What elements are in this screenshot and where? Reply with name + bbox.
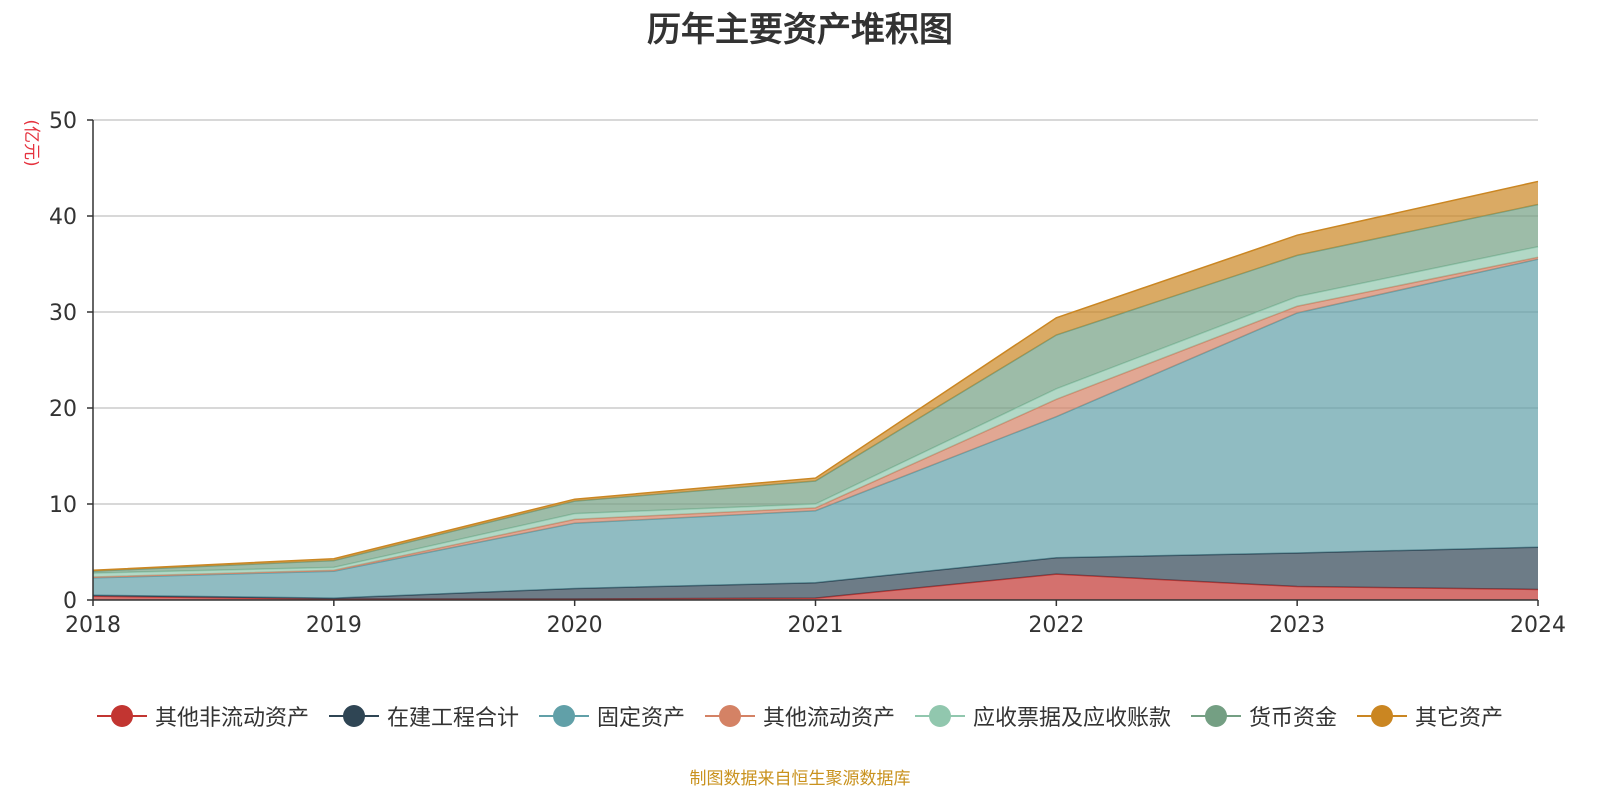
x-tick-label: 2021 — [788, 613, 844, 638]
x-tick-label: 2022 — [1028, 613, 1084, 638]
legend-label: 在建工程合计 — [386, 706, 519, 731]
axes: 0 10 20 30 40 50 2018 2019 2020 2021 2022 2023 2024 — [49, 109, 1566, 638]
x-tick-label: 2024 — [1510, 613, 1566, 638]
legend-marker-icon — [704, 704, 755, 728]
area-series-2 — [93, 547, 1538, 600]
x-tick-label: 2019 — [306, 613, 362, 638]
source-note: 制图数据来自恒生聚源数据库 — [689, 769, 911, 789]
y-axis-unit-label: (亿元) — [21, 119, 41, 166]
area-series-5 — [93, 246, 1538, 577]
legend-item-7[interactable]: 其它资产 — [1357, 700, 1503, 732]
x-tick-label: 2020 — [547, 613, 603, 638]
legend-label: 应收票据及应收账款 — [973, 706, 1172, 731]
legend-label: 其他非流动资产 — [154, 706, 309, 731]
legend-marker-icon — [96, 704, 147, 728]
area-series-4 — [93, 257, 1538, 578]
legend-label: 货币资金 — [1249, 706, 1338, 731]
y-tick-label: 0 — [63, 589, 77, 614]
legend-item-4[interactable]: 其他流动资产 — [704, 700, 895, 732]
x-tick-label: 2018 — [65, 613, 121, 638]
y-tick-label: 40 — [49, 205, 77, 230]
legend-item-2[interactable]: 在建工程合计 — [328, 700, 519, 732]
x-tick-label: 2023 — [1269, 613, 1325, 638]
series-line-7 — [92, 180, 1539, 571]
legend: 其他非流动资产 在建工程合计 固定资产 其他流动资产 应收票据及应收账款 货币资金 其它资产 — [0, 700, 1600, 732]
legend-marker-icon — [1191, 704, 1242, 728]
legend-label: 其它资产 — [1415, 706, 1504, 731]
area-series-3 — [93, 259, 1538, 599]
legend-marker-icon — [915, 704, 965, 728]
area-series-6 — [93, 204, 1538, 574]
legend-item-3[interactable]: 固定资产 — [538, 700, 685, 732]
legend-label: 固定资产 — [596, 706, 685, 731]
legend-item-1[interactable]: 其他非流动资产 — [96, 700, 309, 732]
area-series-7 — [93, 181, 1538, 572]
y-tick-label: 50 — [49, 109, 77, 134]
y-tick-label: 30 — [49, 301, 77, 326]
legend-marker-icon — [328, 704, 379, 728]
area-series — [92, 180, 1539, 600]
chart-title: 历年主要资产堆积图 — [647, 10, 953, 50]
y-tick-label: 10 — [49, 493, 77, 518]
legend-marker-icon — [1357, 704, 1408, 728]
legend-marker-icon — [538, 704, 589, 728]
legend-item-5[interactable]: 应收票据及应收账款 — [915, 700, 1171, 732]
legend-label: 其他流动资产 — [762, 706, 895, 731]
legend-item-6[interactable]: 货币资金 — [1191, 700, 1337, 732]
y-tick-label: 20 — [49, 397, 77, 422]
